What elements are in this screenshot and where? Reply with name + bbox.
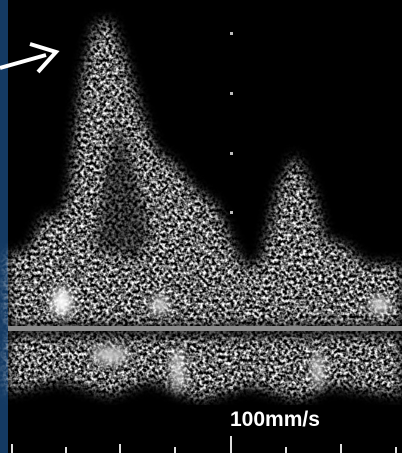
sweep-speed: 100mm/s	[230, 408, 320, 431]
time-strip	[8, 405, 402, 453]
baseline	[8, 326, 402, 331]
page: 100mm/s (() => { const data = JSON.parse…	[0, 0, 402, 453]
doppler-screenshot: 100mm/s	[0, 0, 402, 453]
